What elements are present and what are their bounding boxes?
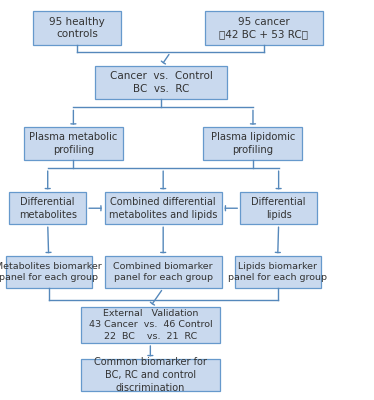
Text: Combined biomarker
panel for each group: Combined biomarker panel for each group: [113, 262, 213, 282]
FancyBboxPatch shape: [24, 128, 123, 160]
Text: Common biomarker for
BC, RC and control
discrimination: Common biomarker for BC, RC and control …: [94, 358, 207, 393]
FancyBboxPatch shape: [104, 192, 222, 224]
FancyBboxPatch shape: [6, 256, 92, 288]
FancyBboxPatch shape: [104, 256, 222, 288]
FancyBboxPatch shape: [33, 11, 121, 45]
FancyBboxPatch shape: [9, 192, 86, 224]
Text: 95 cancer
（42 BC + 53 RC）: 95 cancer （42 BC + 53 RC）: [220, 16, 309, 39]
FancyBboxPatch shape: [205, 11, 323, 45]
Text: Metabolites biomarker
panel for each group: Metabolites biomarker panel for each gro…: [0, 262, 102, 282]
Text: External   Validation
43 Cancer  vs.  46 Control
22  BC    vs.  21  RC: External Validation 43 Cancer vs. 46 Con…: [89, 309, 212, 341]
Text: Lipids biomarker
panel for each group: Lipids biomarker panel for each group: [228, 262, 327, 282]
Text: 95 healthy
controls: 95 healthy controls: [49, 16, 105, 39]
FancyBboxPatch shape: [95, 66, 227, 99]
FancyBboxPatch shape: [81, 307, 220, 343]
FancyBboxPatch shape: [203, 128, 303, 160]
Text: Combined differential
metabolites and lipids: Combined differential metabolites and li…: [109, 197, 217, 220]
FancyBboxPatch shape: [81, 359, 220, 391]
Text: Cancer  vs.  Control
BC  vs.  RC: Cancer vs. Control BC vs. RC: [110, 71, 213, 94]
Text: Plasma metabolic
profiling: Plasma metabolic profiling: [29, 132, 117, 155]
Text: Differential
metabolites: Differential metabolites: [19, 197, 77, 220]
Text: Differential
lipids: Differential lipids: [251, 197, 306, 220]
FancyBboxPatch shape: [234, 256, 321, 288]
Text: Plasma lipidomic
profiling: Plasma lipidomic profiling: [211, 132, 295, 155]
FancyBboxPatch shape: [240, 192, 317, 224]
